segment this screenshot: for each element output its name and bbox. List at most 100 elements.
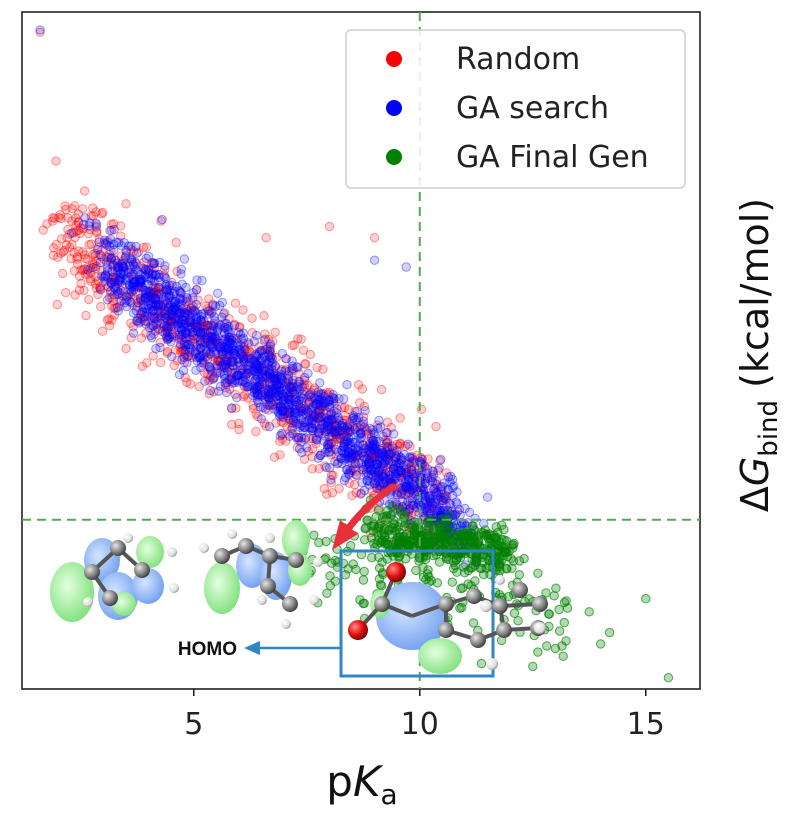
data-point bbox=[350, 457, 360, 468]
data-point bbox=[67, 204, 77, 214]
data-point bbox=[128, 257, 138, 268]
data-point bbox=[209, 321, 219, 331]
data-point bbox=[180, 327, 191, 337]
data-point bbox=[90, 248, 100, 259]
data-point bbox=[264, 400, 274, 410]
data-point bbox=[439, 525, 450, 535]
data-point bbox=[391, 452, 401, 463]
data-point bbox=[149, 287, 159, 297]
data-point bbox=[292, 432, 302, 443]
data-point bbox=[224, 363, 235, 373]
data-point bbox=[115, 296, 125, 306]
data-point bbox=[159, 270, 170, 280]
data-point bbox=[113, 265, 123, 275]
data-point bbox=[230, 298, 241, 308]
data-point bbox=[157, 300, 168, 310]
data-point bbox=[278, 412, 289, 423]
data-point bbox=[218, 346, 228, 357]
data-point bbox=[209, 334, 220, 344]
data-point bbox=[260, 344, 270, 355]
data-point bbox=[384, 450, 394, 460]
data-point bbox=[105, 225, 115, 236]
data-point bbox=[377, 449, 388, 459]
y-axis-label: ΔGbind (kcal/mol) bbox=[733, 198, 784, 512]
data-point bbox=[373, 476, 384, 487]
data-point bbox=[420, 474, 430, 484]
data-point bbox=[109, 239, 119, 250]
data-point bbox=[110, 280, 121, 291]
data-point bbox=[162, 299, 172, 309]
data-point bbox=[147, 300, 157, 310]
data-point bbox=[123, 267, 133, 277]
data-point bbox=[175, 339, 186, 349]
data-point bbox=[123, 272, 134, 283]
data-point bbox=[347, 416, 358, 426]
data-point bbox=[407, 500, 417, 510]
data-point bbox=[434, 463, 444, 473]
data-point bbox=[326, 409, 336, 419]
data-point bbox=[379, 451, 389, 461]
data-point bbox=[389, 462, 399, 472]
data-point bbox=[277, 428, 287, 439]
data-point bbox=[204, 362, 214, 373]
data-point bbox=[296, 437, 306, 447]
data-point bbox=[149, 276, 159, 286]
data-point bbox=[295, 405, 305, 416]
data-point bbox=[207, 332, 217, 343]
data-point bbox=[91, 220, 102, 230]
data-point bbox=[296, 391, 306, 402]
data-point bbox=[238, 351, 248, 361]
data-point bbox=[164, 303, 174, 313]
data-point bbox=[389, 463, 399, 474]
data-point bbox=[406, 456, 417, 466]
data-point bbox=[217, 349, 227, 359]
data-point bbox=[390, 469, 401, 479]
data-point bbox=[294, 395, 305, 405]
data-point bbox=[80, 213, 90, 223]
data-point bbox=[80, 264, 91, 274]
data-point bbox=[324, 418, 334, 428]
data-point bbox=[273, 402, 283, 412]
data-point bbox=[227, 369, 237, 379]
data-point bbox=[663, 673, 674, 683]
data-point bbox=[395, 470, 405, 481]
data-point bbox=[177, 315, 187, 325]
data-point bbox=[260, 334, 271, 344]
data-point bbox=[437, 505, 448, 515]
data-point bbox=[442, 491, 452, 502]
data-point bbox=[135, 313, 146, 324]
data-point bbox=[276, 378, 286, 389]
data-point bbox=[149, 301, 159, 311]
data-point bbox=[316, 425, 327, 436]
data-point bbox=[267, 358, 277, 368]
data-point bbox=[254, 362, 265, 373]
data-point bbox=[375, 479, 385, 489]
data-point bbox=[243, 338, 254, 348]
data-point bbox=[288, 365, 298, 376]
data-point bbox=[432, 578, 443, 588]
data-point bbox=[222, 324, 233, 334]
data-point bbox=[286, 365, 297, 375]
data-point bbox=[196, 315, 206, 325]
data-point bbox=[261, 394, 271, 404]
data-point bbox=[285, 380, 295, 390]
data-point bbox=[177, 315, 187, 325]
data-point bbox=[220, 353, 230, 363]
data-point bbox=[80, 269, 91, 279]
data-point bbox=[436, 486, 446, 497]
data-point bbox=[174, 309, 184, 319]
data-point bbox=[404, 464, 414, 474]
data-point bbox=[307, 414, 317, 424]
data-point bbox=[102, 295, 113, 305]
data-point bbox=[257, 363, 267, 373]
data-point bbox=[369, 233, 380, 243]
data-point bbox=[140, 286, 151, 296]
data-point bbox=[233, 354, 244, 364]
data-point bbox=[447, 490, 458, 501]
data-point bbox=[327, 392, 338, 402]
data-point bbox=[304, 396, 314, 406]
data-point bbox=[309, 420, 320, 430]
data-point bbox=[353, 450, 363, 460]
data-point bbox=[202, 335, 213, 346]
data-point bbox=[271, 387, 282, 397]
